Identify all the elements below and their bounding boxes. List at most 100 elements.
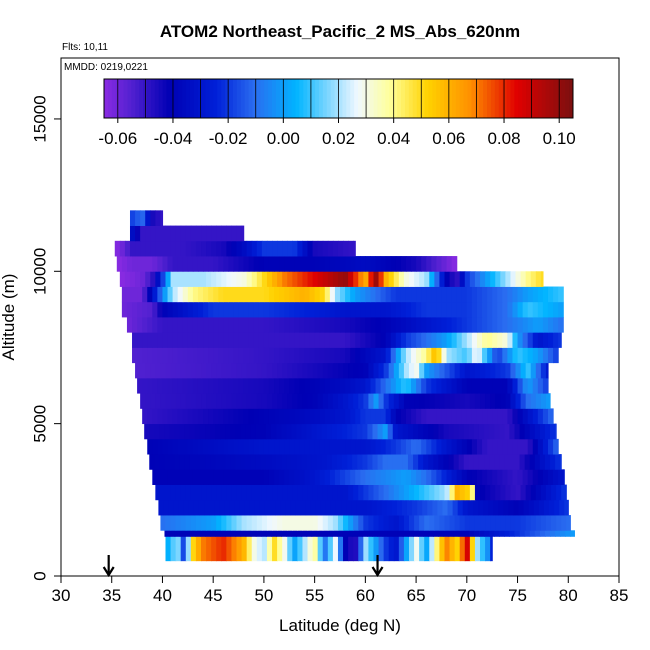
- heatmap-cell: [248, 438, 255, 455]
- colorbar-tick-label: -0.04: [154, 129, 193, 148]
- heatmap-cell: [485, 536, 491, 562]
- colorbar-segment: [197, 79, 203, 118]
- heatmap-cell: [277, 271, 283, 287]
- heatmap-cell: [225, 454, 232, 470]
- heatmap-cell: [152, 317, 158, 333]
- heatmap-cell: [365, 408, 372, 425]
- heatmap-cell: [532, 347, 539, 364]
- heatmap-cell: [223, 377, 229, 394]
- colorbar-segment: [162, 79, 168, 118]
- heatmap-cell: [421, 317, 427, 333]
- heatmap-cell: [167, 301, 174, 318]
- heatmap-cell: [553, 347, 559, 364]
- heatmap-cell: [451, 317, 458, 333]
- heatmap-cell: [458, 423, 465, 440]
- heatmap-cell: [449, 484, 456, 501]
- heatmap-cell: [553, 332, 559, 348]
- heatmap-cell: [395, 408, 402, 425]
- heatmap-cell: [299, 332, 306, 348]
- heatmap-cell: [490, 271, 496, 287]
- heatmap-cell: [206, 484, 212, 501]
- heatmap-cell: [174, 530, 181, 537]
- heatmap-cell: [147, 286, 153, 303]
- heatmap-cell: [165, 362, 172, 379]
- heatmap-cell: [203, 347, 209, 364]
- heatmap-cell: [443, 454, 450, 470]
- colorbar-segment: [205, 79, 211, 118]
- heatmap-cell: [126, 301, 133, 318]
- heatmap-cell: [502, 286, 508, 303]
- heatmap-cell: [514, 423, 521, 440]
- heatmap-cell: [447, 499, 454, 516]
- heatmap-cell: [365, 347, 372, 364]
- heatmap-cell: [197, 347, 204, 364]
- heatmap-cell: [266, 271, 273, 287]
- heatmap-cell: [140, 393, 146, 409]
- heatmap-cell: [343, 240, 349, 257]
- heatmap-cell: [469, 362, 476, 379]
- heatmap-cell: [444, 393, 451, 409]
- colorbar-segment: [346, 79, 351, 118]
- heatmap-cell: [142, 301, 148, 318]
- heatmap-cell: [199, 423, 206, 440]
- heatmap-cell: [532, 286, 539, 303]
- heatmap-cell: [469, 393, 476, 409]
- heatmap-cell: [221, 271, 227, 287]
- heatmap-cell: [522, 347, 529, 364]
- heatmap-cell: [345, 332, 351, 348]
- colorbar-segment: [334, 79, 339, 118]
- heatmap-cell: [203, 317, 209, 333]
- heatmap-cell: [345, 377, 351, 394]
- heatmap-cell: [385, 377, 392, 394]
- heatmap-cell: [187, 469, 194, 485]
- heatmap-cell: [462, 499, 469, 516]
- heatmap-cell: [466, 408, 473, 425]
- heatmap-cell: [368, 536, 375, 562]
- heatmap-cell: [507, 469, 514, 485]
- heatmap-cell: [221, 225, 227, 242]
- heatmap-cell: [362, 454, 368, 470]
- heatmap-cell: [319, 377, 326, 394]
- heatmap-cell: [436, 286, 443, 303]
- heatmap-cell: [304, 469, 311, 485]
- heatmap-cell: [414, 536, 420, 562]
- heatmap-cell: [424, 515, 430, 531]
- heatmap-cell: [365, 332, 372, 348]
- heatmap-cell: [266, 240, 273, 257]
- heatmap-cell: [190, 362, 197, 379]
- heatmap-cell: [274, 347, 280, 364]
- heatmap-cell: [342, 423, 348, 440]
- heatmap-cell: [211, 536, 217, 562]
- colorbar-segment: [248, 79, 254, 118]
- heatmap-cell: [150, 271, 156, 287]
- heatmap-cell: [319, 301, 326, 318]
- heatmap-cell: [258, 256, 265, 272]
- heatmap-cell: [461, 347, 468, 364]
- heatmap-cell: [529, 454, 536, 470]
- heatmap-cell: [260, 530, 267, 537]
- heatmap-cell: [187, 377, 194, 394]
- heatmap-cell: [407, 530, 414, 537]
- heatmap-cell: [304, 332, 311, 348]
- heatmap-cell: [167, 256, 174, 272]
- heatmap-cell: [231, 484, 238, 501]
- colorbar-segment: [268, 79, 273, 118]
- heatmap-cell: [260, 454, 267, 470]
- heatmap-cell: [180, 536, 187, 562]
- heatmap-cell: [228, 347, 235, 364]
- heatmap-cell: [426, 286, 432, 303]
- heatmap-cell: [150, 210, 156, 226]
- heatmap-cell: [476, 332, 483, 348]
- colorbar-tick-label: 0.00: [267, 129, 300, 148]
- colorbar-segment: [119, 79, 125, 118]
- heatmap-cell: [279, 301, 285, 318]
- heatmap-cell: [492, 301, 498, 318]
- colorbar-segment: [506, 79, 511, 118]
- heatmap-cell: [129, 240, 136, 257]
- heatmap-cell: [238, 317, 245, 333]
- heatmap-cell: [471, 332, 478, 348]
- heatmap-cell: [459, 393, 466, 409]
- heatmap-cell: [250, 454, 257, 470]
- heatmap-cell: [346, 499, 352, 516]
- heatmap-cell: [490, 515, 496, 531]
